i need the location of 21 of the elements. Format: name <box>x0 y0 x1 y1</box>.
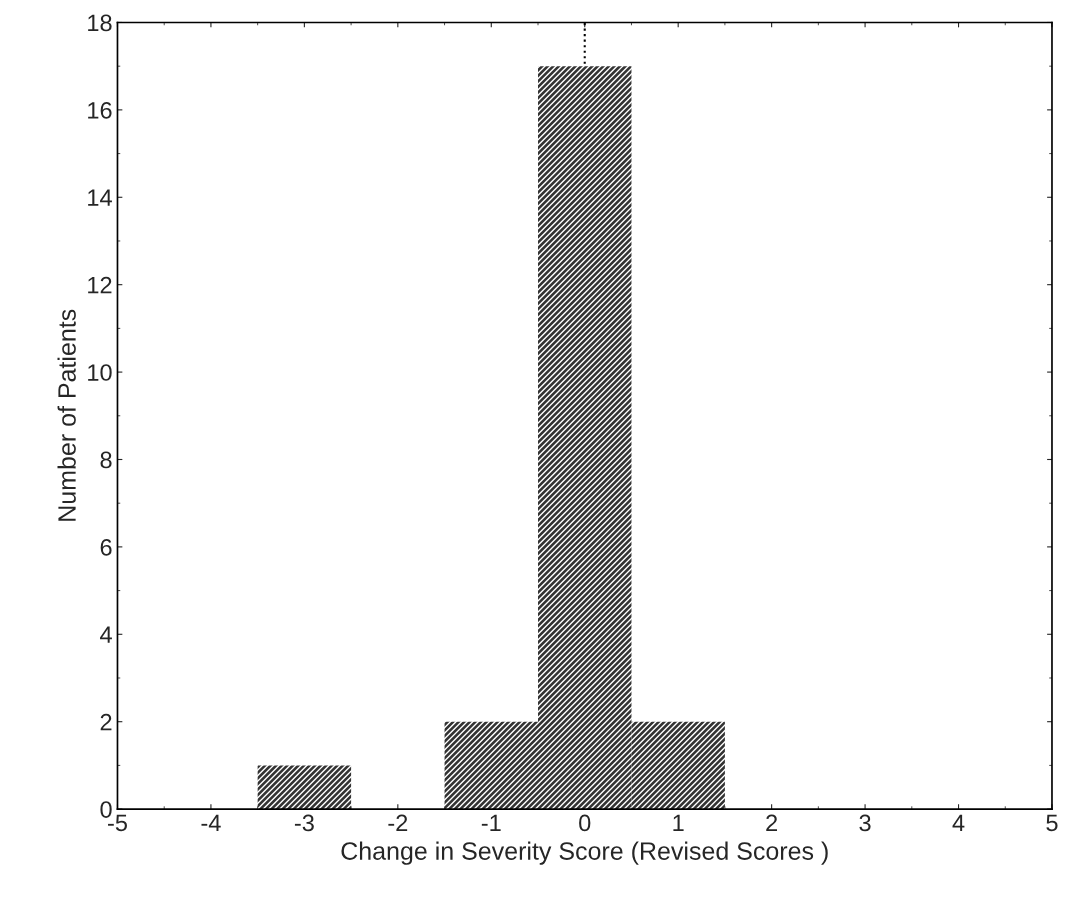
y-tick-label: 14 <box>88 189 112 206</box>
y-tick-label: 10 <box>88 364 112 381</box>
y-tick-label: 12 <box>88 276 112 294</box>
x-tick-label: 2 <box>766 814 778 832</box>
y-axis-title: Number of Patients <box>57 309 76 521</box>
x-tick-label: -2 <box>388 814 408 832</box>
x-tick-label: 4 <box>952 814 965 832</box>
y-tick-label: 6 <box>100 538 112 556</box>
x-tick-label: 0 <box>579 814 591 832</box>
y-tick-label: 2 <box>100 713 112 731</box>
y-tick-label: 18 <box>88 14 112 32</box>
y-tick-label: 4 <box>100 626 112 643</box>
x-tick-label: 1 <box>673 814 684 832</box>
x-axis-title: Change in Severity Score (Revised Scores ) <box>341 841 828 865</box>
x-tick-label: -3 <box>294 814 314 832</box>
x-tick-label: -1 <box>481 814 501 832</box>
x-tick-label: -4 <box>201 814 221 832</box>
y-tick-label: 16 <box>88 101 112 119</box>
y-tick-label: 8 <box>100 451 112 469</box>
x-tick-label: 3 <box>859 814 871 832</box>
x-tick-label: 5 <box>1046 814 1058 832</box>
